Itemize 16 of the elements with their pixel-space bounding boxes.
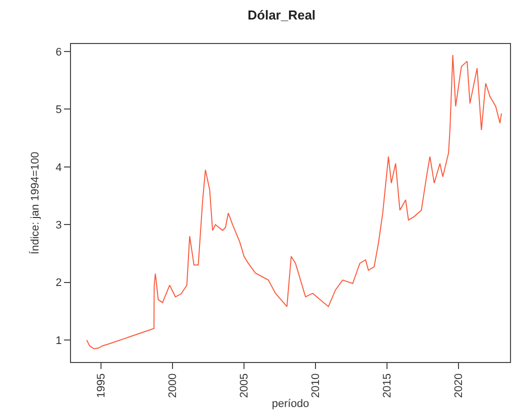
y-tick-label: 6: [56, 46, 62, 58]
x-tick-label: 2015: [382, 373, 394, 398]
y-tick-label: 4: [56, 162, 62, 174]
y-axis-title: Índice: jan 1994=100: [28, 152, 42, 254]
y-tick-label: 3: [56, 219, 62, 232]
y-tick-label: 2: [56, 277, 62, 290]
x-tick-label: 2000: [167, 373, 180, 398]
x-axis-title: período: [272, 398, 310, 410]
x-tick-label: 2010: [310, 373, 322, 398]
line-series: [86, 54, 502, 350]
chart-title: Dólar_Real: [248, 7, 316, 22]
x-tick-label: 2020: [453, 373, 466, 398]
x-tick-label: 2005: [238, 373, 251, 398]
x-tick-label: 1995: [96, 373, 108, 398]
y-tick-label: 1: [56, 334, 62, 347]
y-tick-label: 5: [56, 104, 62, 116]
